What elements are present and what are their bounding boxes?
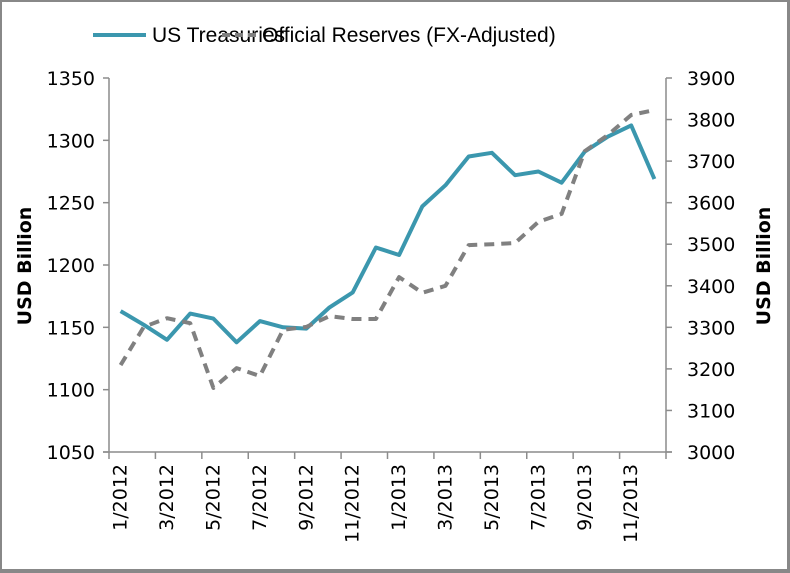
legend: US Treasuries Official Reserves (FX-Adju… xyxy=(93,24,556,47)
series-lines xyxy=(118,108,657,390)
x-axis-tick-label: 11/2012 xyxy=(342,464,364,543)
right-axis-title: USD Billion xyxy=(753,207,775,326)
right-axis-tick-label: 3200 xyxy=(687,359,735,381)
x-axis-tick-label: 3/2013 xyxy=(435,464,457,531)
x-axis-labels: 1/2012 3/2012 5/2012 7/2012 9/2012 11/2012 1/2… xyxy=(110,464,643,543)
x-axis-tick-label: 11/2013 xyxy=(620,464,642,543)
left-axis-tick-label: 1300 xyxy=(47,130,95,152)
x-axis-tick-label: 5/2012 xyxy=(202,464,224,531)
x-axis-tick-label: 3/2012 xyxy=(156,464,178,531)
right-axis-tick-label: 3100 xyxy=(687,400,735,422)
right-axis-tick-label: 3900 xyxy=(687,68,735,90)
legend-label-us-treasuries: US Treasuries xyxy=(152,24,285,47)
legend-label-official-reserves: Official Reserves (FX-Adjusted) xyxy=(262,24,556,47)
right-axis-tick-label: 3400 xyxy=(687,276,735,298)
x-axis-tick-label: 9/2013 xyxy=(574,464,596,531)
right-axis-tick-label: 3300 xyxy=(687,317,735,339)
right-axis-tick-label: 3600 xyxy=(687,193,735,215)
x-axis-tick-label: 1/2013 xyxy=(388,464,410,531)
right-axis-tick-label: 3500 xyxy=(687,234,735,256)
series-line-us-treasuries xyxy=(119,123,657,345)
left-axis-tick-label: 1100 xyxy=(47,380,95,402)
x-axis-tick-label: 1/2012 xyxy=(110,464,132,531)
right-axis-tick-label: 3000 xyxy=(687,442,735,464)
x-axis-tick-label: 7/2012 xyxy=(249,464,271,531)
left-axis-tick-label: 1350 xyxy=(47,68,95,90)
x-axis-tick-label: 9/2012 xyxy=(295,464,317,531)
series-line-official-reserves xyxy=(118,108,655,390)
x-axis-tick-label: 7/2013 xyxy=(527,464,549,531)
left-axis-tick-label: 1250 xyxy=(47,193,95,215)
left-axis-tick-label: 1050 xyxy=(47,442,95,464)
axes: 1050 1100 1150 1200 1250 1300 1350 3000 3100 3200… xyxy=(47,68,736,464)
right-axis-tick-label: 3700 xyxy=(687,151,735,173)
right-axis-tick-label: 3800 xyxy=(687,110,735,132)
left-axis-title: USD Billion xyxy=(14,207,36,326)
left-axis-tick-label: 1200 xyxy=(47,255,95,277)
x-axis-tick-label: 5/2013 xyxy=(481,464,503,531)
left-axis-tick-label: 1150 xyxy=(47,317,95,339)
